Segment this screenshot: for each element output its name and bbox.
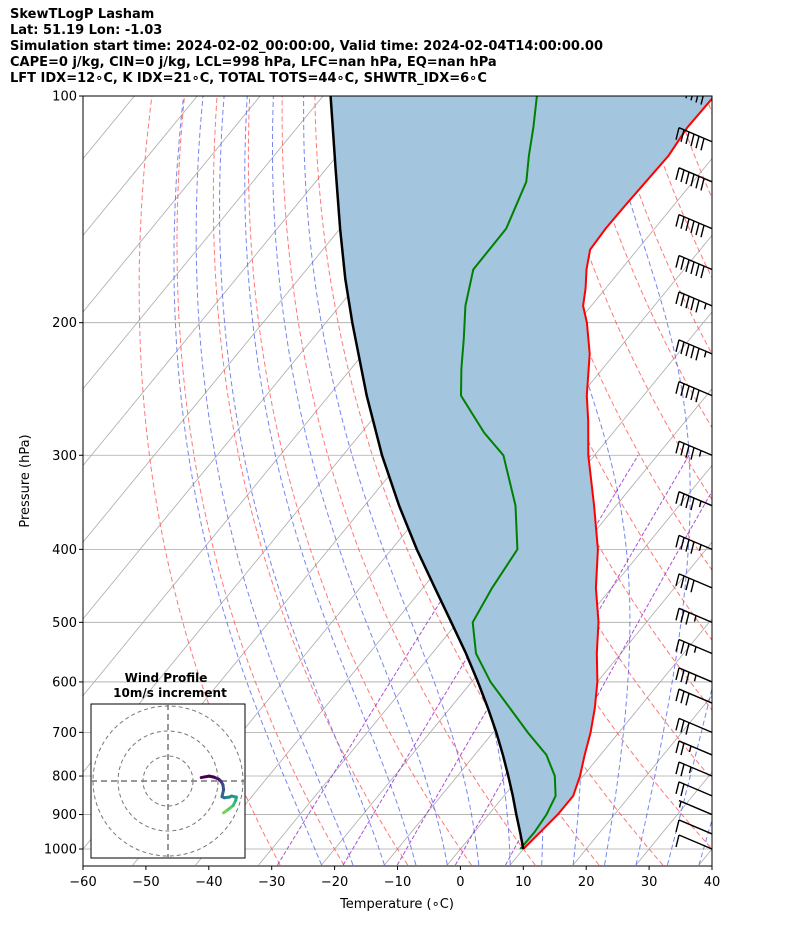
inset-subtitle: 10m/s increment (113, 686, 227, 700)
dry-adiabat (705, 96, 712, 115)
wind-barbs (675, 96, 712, 850)
isotherm (384, 464, 712, 866)
wind-barb (675, 607, 712, 625)
wind-barb (675, 491, 712, 511)
wind-barb (675, 254, 712, 279)
x-axis: −60 −50 −40 −30 −20 −10 0 10 20 30 40 (69, 866, 720, 890)
isotherm (83, 96, 324, 390)
location: Lat: 51.19 Lon: -1.03 (10, 23, 163, 38)
wind-barb (678, 799, 712, 816)
wind-barb (675, 667, 712, 685)
isotherm (0, 79, 85, 865)
wind-barb (675, 781, 712, 797)
wind-barb (675, 573, 712, 593)
x-tick-label: 20 (578, 875, 595, 890)
wind-barb (675, 534, 712, 554)
wind-barb (675, 291, 712, 313)
x-tick-label: −60 (69, 875, 96, 890)
moist-adiabat (244, 96, 417, 866)
dry-adiabat (176, 96, 345, 866)
dry-adiabat (412, 96, 712, 781)
temperature-series (522, 97, 712, 850)
y-tick-label: 100 (52, 90, 77, 105)
moist-adiabat (173, 96, 322, 866)
y-tick-label: 800 (52, 770, 77, 785)
x-tick-label: 10 (515, 875, 532, 890)
moist-adiabat (219, 96, 385, 866)
cape-area (330, 96, 712, 849)
simulation-times: Simulation start time: 2024-02-02_00:00:… (10, 39, 603, 54)
y-tick-label: 1000 (44, 843, 77, 858)
moist-adiabat (698, 818, 712, 866)
x-tick-label: −10 (384, 875, 411, 890)
moist-adiabat (303, 96, 480, 866)
isotherm (83, 96, 387, 467)
y-tick-label: 500 (52, 616, 77, 631)
isotherm (572, 694, 712, 866)
dry-adiabat (138, 96, 281, 866)
wind-barb (675, 440, 712, 460)
wind-barb (675, 213, 712, 238)
dry-adiabat (281, 96, 536, 866)
parcel-series (329, 96, 525, 850)
wind-barb (675, 339, 712, 361)
isotherm (698, 848, 712, 866)
y-axis: 1000 900 800 700 600 500 400 300 200 100 (44, 90, 83, 858)
wind-barb (675, 761, 712, 777)
x-tick-label: 40 (704, 875, 721, 890)
y-axis-label: Pressure (hPa) (18, 434, 33, 527)
header: SkewTLogP Lasham Lat: 51.19 Lon: -1.03 S… (10, 7, 603, 87)
y-tick-label: 300 (52, 449, 77, 464)
moist-adiabat (507, 96, 631, 866)
x-tick-label: −40 (195, 875, 222, 890)
y-tick-label: 700 (52, 726, 77, 741)
isotherm (83, 96, 261, 313)
moist-adiabat (195, 96, 354, 866)
x-axis-label: Temperature (∘C) (339, 897, 454, 912)
isotherm (321, 388, 712, 866)
hodograph (91, 704, 245, 858)
x-tick-label: −50 (132, 875, 159, 890)
isotherm (762, 79, 794, 865)
wind-profile-inset: Wind Profile 10m/s increment (90, 671, 246, 859)
dry-adiabat (640, 96, 712, 279)
x-tick-label: −20 (321, 875, 348, 890)
dry-adiabat (672, 96, 712, 200)
wind-barb (675, 834, 712, 850)
wind-barb (675, 717, 712, 735)
y-tick-label: 600 (52, 675, 77, 690)
y-tick-label: 200 (52, 316, 77, 331)
x-tick-label: 0 (456, 875, 464, 890)
wind-barb (675, 167, 712, 191)
wind-barb (675, 638, 712, 656)
dry-adiabat (607, 96, 712, 355)
pressure-gridlines (83, 96, 712, 850)
moist-adiabat (600, 96, 691, 866)
isotherm (635, 771, 712, 866)
dry-adiabat (314, 96, 600, 866)
wind-barb (675, 819, 712, 835)
wind-barb (675, 688, 712, 706)
dry-adiabat (768, 88, 794, 865)
dry-adiabat (247, 96, 472, 866)
isotherm (83, 96, 198, 236)
x-tick-label: −30 (258, 875, 285, 890)
x-tick-label: 30 (641, 875, 658, 890)
wind-barb (675, 381, 712, 403)
wind-barb (675, 740, 712, 756)
y-tick-label: 400 (52, 543, 77, 558)
stability-indices: CAPE=0 j/kg, CIN=0 j/kg, LCL=998 hPa, LF… (10, 55, 497, 70)
hodograph-segment (199, 775, 206, 780)
dewpoint-series (459, 96, 557, 850)
inset-title: Wind Profile (125, 671, 208, 685)
wind-barb (675, 127, 712, 151)
moist-adiabat (272, 96, 448, 866)
hodograph-ring (117, 730, 219, 832)
y-tick-label: 900 (52, 808, 77, 823)
dry-adiabat (735, 88, 794, 865)
stability-indices-2: LFT IDX=12∘C, K IDX=21∘C, TOTAL TOTS=44∘… (10, 71, 487, 86)
title: SkewTLogP Lasham (10, 7, 155, 22)
